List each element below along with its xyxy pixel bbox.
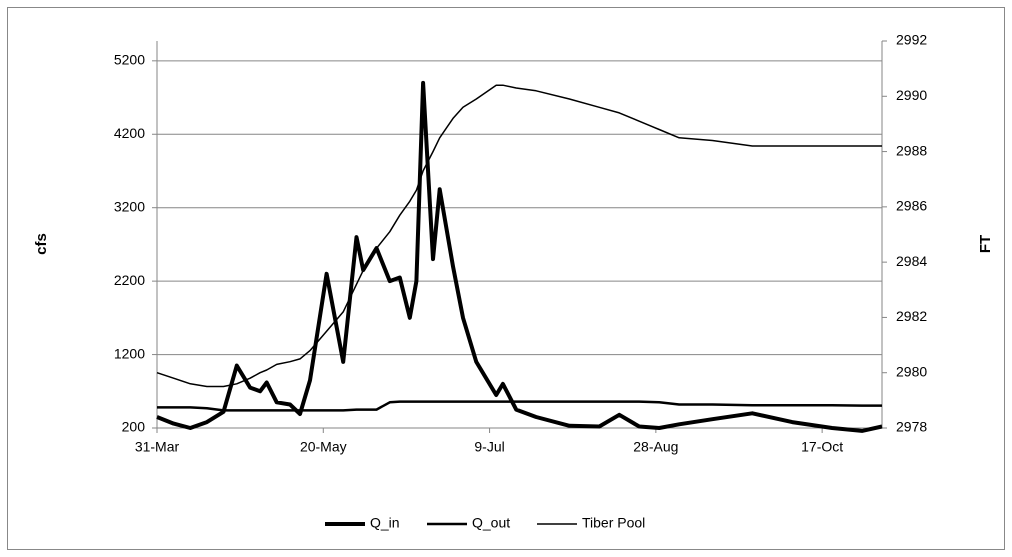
y-axis-title: cfs	[33, 233, 50, 255]
y2-tick-label: 2986	[896, 198, 927, 214]
y-tick-label: 5200	[114, 52, 145, 68]
y2-tick-label: 2992	[896, 32, 927, 48]
y2-tick-label: 2980	[896, 363, 927, 379]
y2-tick-label: 2982	[896, 308, 927, 324]
x-tick-label: 17-Oct	[801, 439, 843, 455]
y2-tick-label: 2984	[896, 253, 927, 269]
y-tick-label: 1200	[114, 345, 145, 361]
legend-label: Tiber Pool	[582, 515, 645, 531]
y2-tick-label: 2978	[896, 419, 927, 435]
y2-tick-label: 2988	[896, 142, 927, 158]
legend-label: Q_out	[472, 515, 510, 531]
x-tick-label: 28-Aug	[633, 439, 678, 455]
x-tick-label: 9-Jul	[474, 439, 504, 455]
y-tick-label: 2200	[114, 272, 145, 288]
series-line	[156, 84, 882, 388]
y-tick-label: 200	[122, 419, 146, 435]
y2-axis-title: FT	[977, 235, 994, 253]
y2-tick-label: 2990	[896, 87, 927, 103]
series-line	[157, 400, 882, 412]
legend-label: Q_in	[370, 515, 400, 531]
y-tick-label: 3200	[114, 198, 145, 214]
chart-border	[7, 7, 1005, 550]
x-tick-label: 20-May	[300, 439, 347, 455]
y-tick-label: 4200	[114, 125, 145, 141]
x-tick-label: 31-Mar	[135, 439, 180, 455]
